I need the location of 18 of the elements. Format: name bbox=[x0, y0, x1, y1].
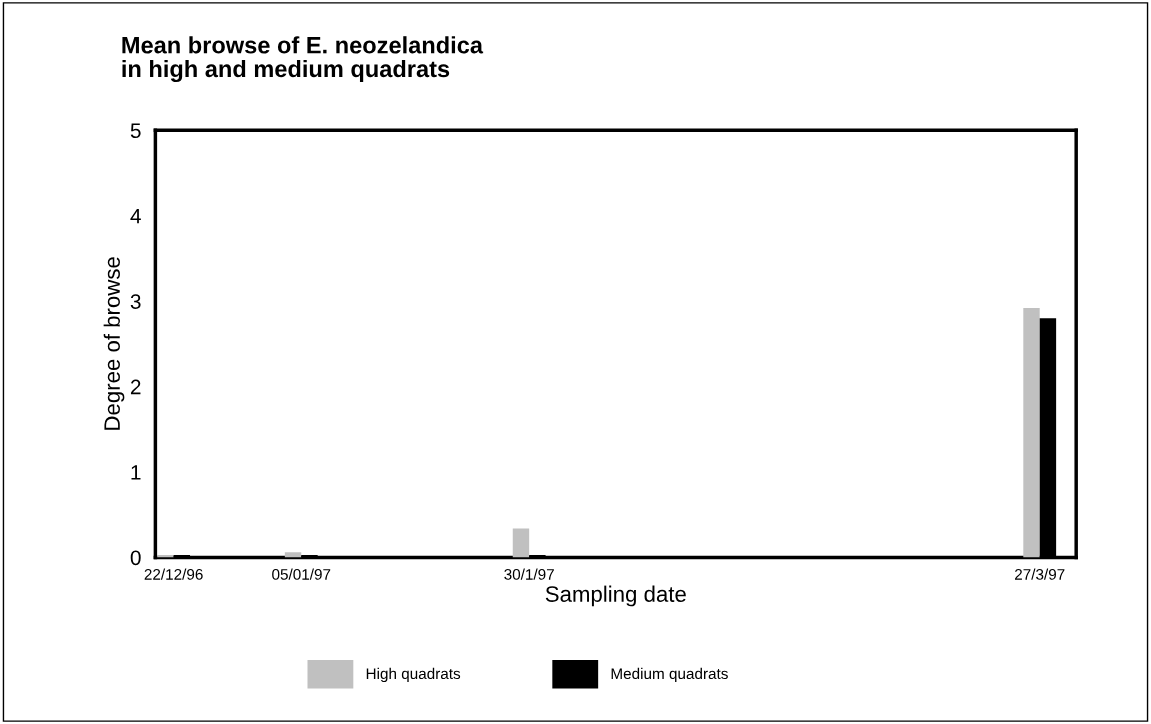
legend-label: High quadrats bbox=[366, 667, 461, 683]
x-axis-title: Sampling date bbox=[545, 585, 686, 607]
bar bbox=[284, 552, 302, 558]
x-tick-label: 22/12/96 bbox=[144, 568, 203, 580]
x-tick-label: 30/1/97 bbox=[504, 568, 554, 580]
y-tick-label: 5 bbox=[130, 123, 141, 139]
y-tick-label: 2 bbox=[130, 379, 141, 395]
bar bbox=[512, 528, 530, 558]
legend-label: Medium quadrats bbox=[611, 667, 728, 683]
x-tick-label: 27/3/97 bbox=[1015, 568, 1065, 580]
y-tick-label: 0 bbox=[130, 550, 141, 566]
chart-title: Mean browse of E. neozelandica in high and medium quadrats bbox=[122, 36, 484, 83]
y-tick-label: 3 bbox=[130, 294, 141, 309]
y-axis-title: Degree of browse bbox=[103, 257, 125, 430]
y-tick-label: 4 bbox=[130, 208, 141, 224]
y-tick-label: 1 bbox=[131, 465, 141, 480]
x-tick-label: 05/01/97 bbox=[272, 568, 331, 580]
bar bbox=[1023, 308, 1040, 558]
